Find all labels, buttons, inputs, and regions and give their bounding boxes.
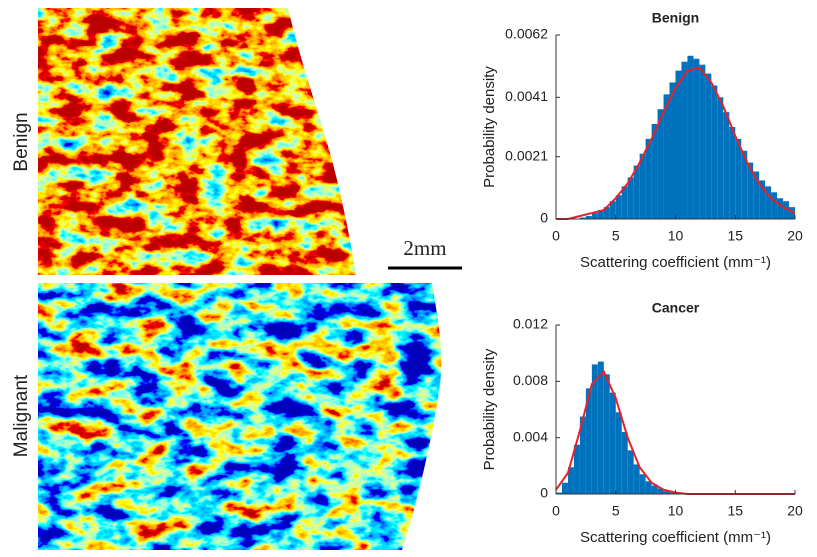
- bar: [675, 70, 682, 219]
- y-axis-label: Probability density: [481, 66, 498, 188]
- bar: [627, 177, 634, 219]
- bar: [651, 124, 658, 219]
- bar: [771, 192, 778, 219]
- benign-map-image: [38, 8, 356, 275]
- y-tick-label: 0.012: [513, 316, 548, 332]
- bar: [585, 388, 592, 494]
- x-tick-label: 10: [668, 503, 684, 519]
- bar: [567, 467, 574, 494]
- bar: [705, 73, 712, 219]
- bar: [777, 198, 784, 219]
- bar: [717, 97, 724, 219]
- x-tick-label: 20: [787, 228, 803, 244]
- y-tick-label: 0.0021: [505, 147, 548, 163]
- bar: [741, 150, 748, 219]
- bar: [615, 195, 622, 219]
- bar: [597, 210, 604, 219]
- bar: [693, 58, 700, 219]
- bar: [603, 374, 610, 494]
- malignant-map-image: [38, 283, 442, 550]
- bar: [603, 207, 610, 219]
- y-tick-label: 0.0041: [505, 88, 548, 104]
- y-axis-label: Probability density: [481, 348, 498, 470]
- scale-bar-label: 2mm: [403, 236, 446, 260]
- fit-line: [556, 66, 796, 220]
- bar: [669, 492, 676, 494]
- bar: [556, 492, 562, 494]
- x-tick-label: 20: [787, 503, 803, 519]
- bar: [723, 112, 730, 219]
- bar: [591, 364, 598, 494]
- bar: [753, 171, 760, 219]
- x-axis-label: Scattering coefficient (mm⁻¹): [580, 529, 771, 546]
- bar: [561, 482, 568, 494]
- chart-title: Cancer: [652, 300, 700, 316]
- bar: [783, 201, 790, 219]
- bar: [747, 162, 754, 219]
- bar: [657, 488, 664, 494]
- benign-map: [38, 8, 356, 275]
- bar: [645, 481, 652, 494]
- bar: [615, 412, 622, 494]
- bar: [681, 61, 688, 219]
- bar: [609, 201, 616, 219]
- x-axis-label: Scattering coefficient (mm⁻¹): [580, 254, 771, 271]
- x-tick-label: 15: [727, 503, 743, 519]
- bar: [579, 217, 586, 219]
- bar: [657, 109, 664, 219]
- bar: [639, 474, 646, 494]
- bar: [729, 127, 736, 219]
- bar: [711, 85, 718, 219]
- row-label: Malignant: [11, 374, 32, 457]
- bar: [765, 186, 772, 219]
- bar: [639, 153, 646, 219]
- bar: [759, 180, 766, 219]
- bar: [627, 450, 634, 494]
- x-tick-label: 10: [668, 228, 684, 244]
- bar: [687, 55, 694, 219]
- bar: [633, 464, 640, 494]
- bar: [573, 444, 580, 494]
- bar: [609, 392, 616, 494]
- bar: [579, 416, 586, 494]
- bar: [663, 94, 670, 219]
- x-tick-label: 0: [552, 503, 560, 519]
- y-tick-label: 0.0062: [505, 26, 548, 42]
- bar: [585, 216, 592, 219]
- x-tick-label: 5: [612, 503, 620, 519]
- bar: [651, 485, 658, 494]
- x-tick-label: 0: [552, 228, 560, 244]
- y-tick-label: 0: [540, 485, 548, 501]
- bar: [591, 213, 598, 219]
- row-label: Benign: [11, 112, 32, 171]
- bar: [621, 186, 628, 219]
- bar: [621, 432, 628, 494]
- bar: [669, 82, 676, 219]
- bar: [645, 138, 652, 219]
- y-tick-label: 0.004: [513, 428, 548, 444]
- x-tick-label: 15: [727, 228, 743, 244]
- bar: [597, 361, 604, 494]
- bar: [735, 138, 742, 219]
- chart-title: Benign: [652, 10, 699, 26]
- bar: [699, 64, 706, 219]
- y-tick-label: 0.008: [513, 372, 548, 388]
- bar: [789, 207, 795, 219]
- bar: [663, 491, 670, 494]
- bar: [633, 165, 640, 219]
- y-tick-label: 0: [540, 210, 548, 226]
- malignant-map: [38, 283, 442, 550]
- x-tick-label: 5: [612, 228, 620, 244]
